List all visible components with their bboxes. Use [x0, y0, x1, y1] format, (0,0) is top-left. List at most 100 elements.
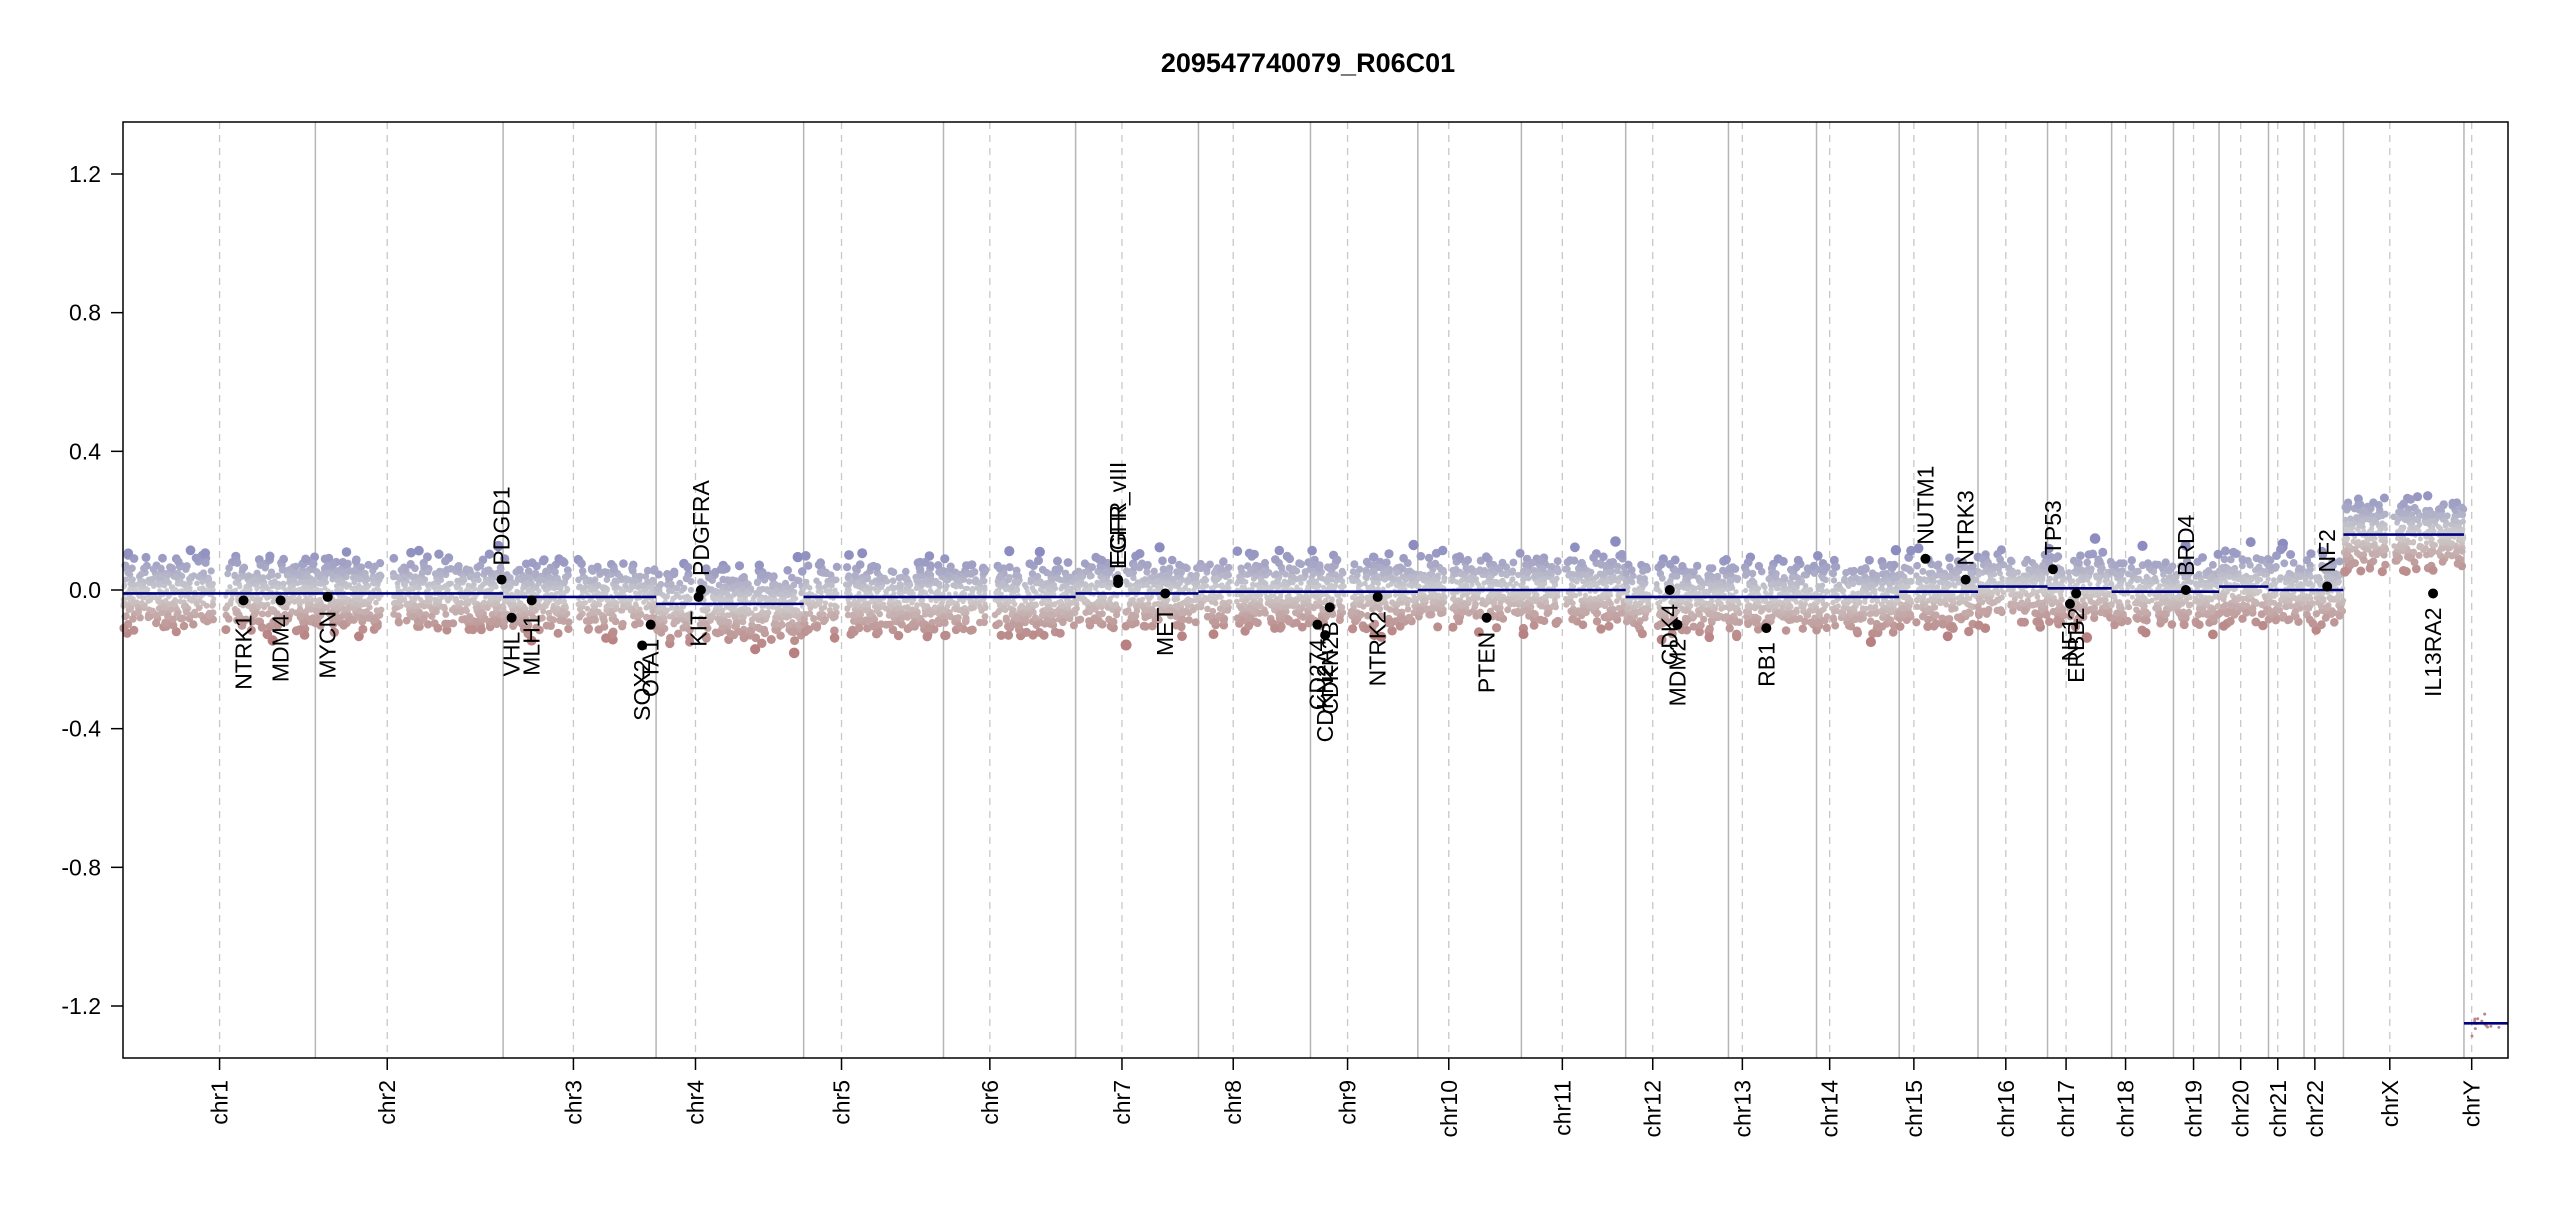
probe-point — [665, 594, 670, 599]
probe-point — [897, 601, 902, 606]
probe-point — [197, 586, 202, 591]
probe-point — [898, 583, 904, 589]
probe-point — [843, 563, 851, 571]
probe-point — [494, 601, 500, 607]
probe-point — [1259, 593, 1264, 598]
probe-point — [758, 571, 766, 579]
probe-point — [1238, 605, 1245, 612]
probe-point — [428, 613, 435, 620]
probe-point — [183, 562, 191, 570]
probe-point — [1203, 577, 1209, 583]
probe-point — [1003, 616, 1010, 623]
probe-point — [877, 600, 882, 605]
probe-point — [864, 575, 871, 582]
probe-point — [887, 599, 892, 604]
probe-point — [339, 601, 345, 607]
probe-point — [934, 617, 941, 624]
probe-point — [1271, 555, 1280, 564]
probe-point — [355, 585, 360, 590]
probe-point — [804, 625, 813, 634]
probe-point — [425, 582, 430, 587]
probe-point — [1243, 598, 1249, 604]
probe-point — [149, 608, 156, 615]
probe-point — [1192, 574, 1198, 580]
probe-point — [528, 558, 537, 567]
probe-point — [1094, 583, 1099, 588]
probe-point — [1261, 559, 1269, 567]
probe-point — [173, 587, 178, 592]
probe-point — [1211, 577, 1217, 583]
probe-point — [121, 584, 126, 589]
probe-point — [1014, 614, 1021, 621]
probe-point — [481, 615, 489, 623]
probe-point — [1275, 546, 1285, 556]
probe-point — [1389, 574, 1395, 580]
probe-point — [265, 552, 274, 561]
probe-point — [420, 562, 428, 570]
probe-point — [186, 576, 192, 582]
probe-point — [1131, 563, 1139, 571]
probe-point — [753, 606, 758, 611]
probe-point — [1290, 599, 1296, 605]
probe-point — [202, 559, 210, 567]
probe-point — [1076, 596, 1081, 601]
probe-point — [1034, 556, 1043, 565]
probe-point — [1393, 569, 1400, 576]
probe-point — [1297, 560, 1305, 568]
probe-point — [804, 562, 812, 570]
probe-point — [739, 614, 745, 620]
probe-point — [757, 613, 763, 619]
probe-point — [1351, 578, 1357, 584]
probe-point — [1220, 586, 1225, 591]
probe-point — [1168, 585, 1173, 590]
probe-point — [364, 614, 372, 622]
probe-point — [633, 578, 639, 584]
probe-point — [171, 602, 177, 608]
probe-point — [135, 609, 142, 616]
probe-point — [909, 589, 914, 594]
probe-point — [418, 597, 423, 602]
probe-point — [245, 572, 252, 579]
probe-point — [1211, 570, 1218, 577]
probe-point — [601, 633, 611, 643]
probe-point — [681, 585, 687, 591]
probe-point — [347, 582, 352, 587]
probe-point — [624, 577, 630, 583]
probe-point — [428, 596, 433, 601]
probe-point — [657, 610, 663, 616]
probe-point — [471, 581, 477, 587]
probe-point — [1002, 605, 1008, 611]
probe-point — [1213, 600, 1219, 606]
probe-point — [414, 546, 424, 556]
probe-point — [717, 565, 726, 574]
probe-point — [474, 571, 481, 578]
probe-point — [489, 578, 495, 584]
probe-point — [969, 588, 974, 593]
probe-point — [1307, 614, 1315, 622]
probe-point — [524, 580, 530, 586]
probe-point — [1306, 598, 1312, 604]
probe-point — [1129, 587, 1134, 592]
probe-point — [1039, 587, 1044, 592]
probe-point — [1100, 577, 1106, 583]
probe-point — [128, 605, 134, 611]
probe-point — [181, 603, 187, 609]
probe-point — [726, 612, 732, 618]
probe-point — [315, 571, 322, 578]
probe-point — [1101, 599, 1106, 604]
probe-point — [124, 569, 131, 576]
probe-point — [1269, 599, 1275, 605]
probe-point — [529, 606, 535, 612]
probe-point — [373, 600, 379, 606]
probe-point — [540, 608, 546, 614]
probe-point — [256, 561, 264, 569]
probe-point — [790, 609, 795, 614]
probe-point — [697, 578, 704, 585]
probe-point — [968, 626, 977, 635]
probe-point — [1082, 609, 1089, 616]
probe-point — [452, 609, 459, 616]
probe-point — [145, 614, 152, 621]
probe-point — [1063, 573, 1070, 580]
probe-point — [1310, 560, 1318, 568]
